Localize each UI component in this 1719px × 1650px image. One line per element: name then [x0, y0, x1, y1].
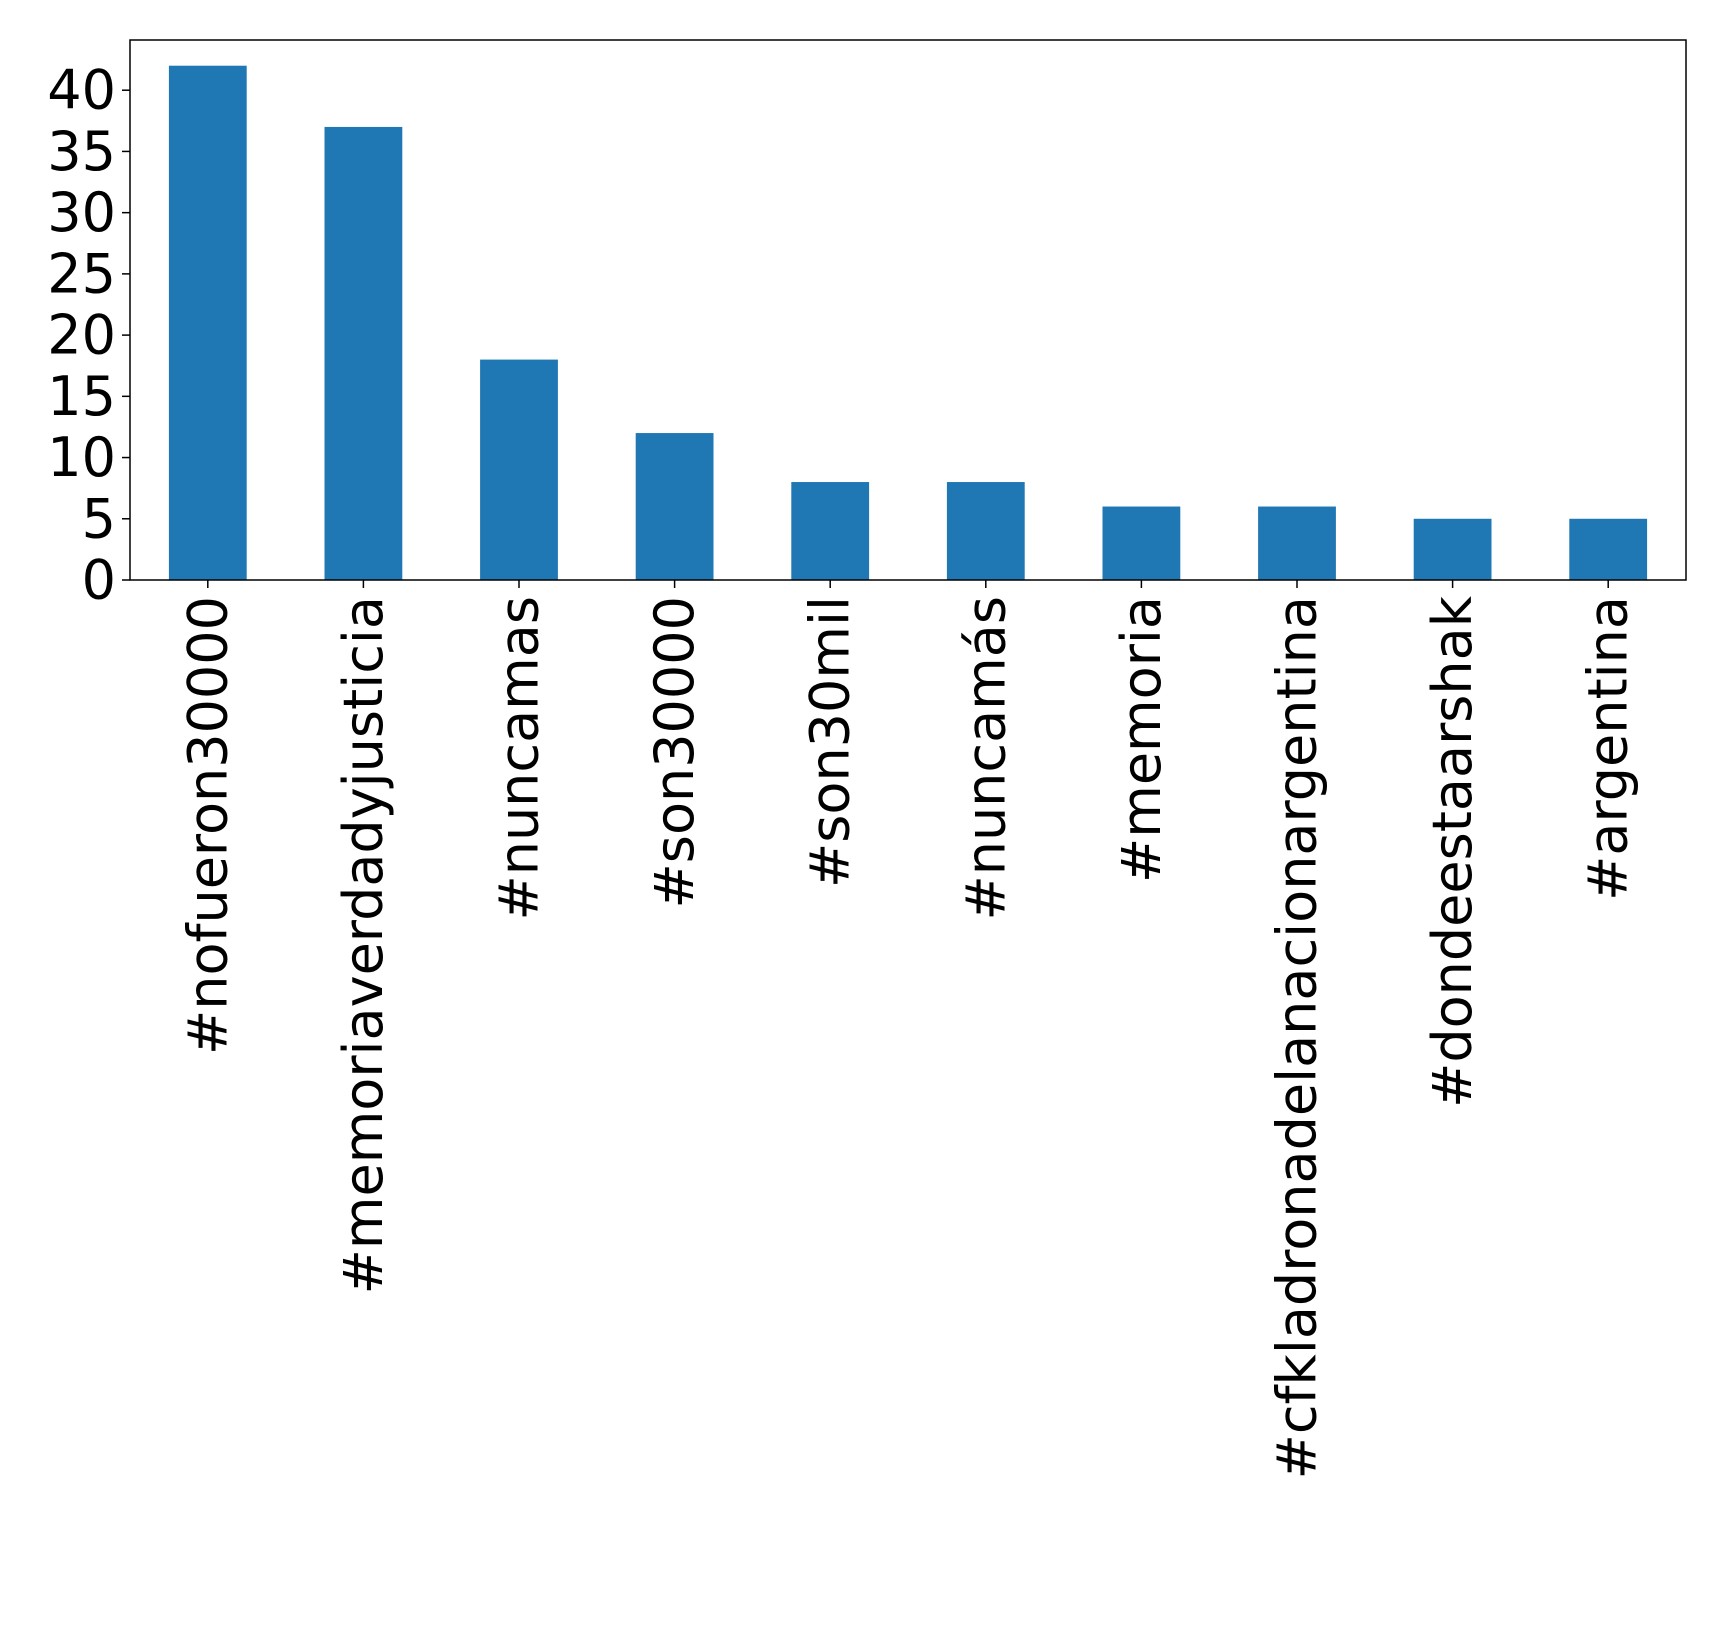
bar-7 [1258, 506, 1336, 580]
y-tick-label: 15 [47, 365, 116, 428]
y-tick-label: 0 [82, 549, 116, 612]
x-tick-label: #argentina [1577, 596, 1640, 901]
y-tick-label: 30 [47, 181, 116, 244]
x-tick-label: #memoriaverdadyjusticia [332, 596, 395, 1294]
bar-2 [480, 359, 558, 580]
x-tick-label: #son30mil [799, 596, 862, 888]
y-tick-label: 5 [82, 487, 116, 550]
x-tick-label: #son30000 [643, 596, 706, 908]
x-tick-label: #memoria [1110, 596, 1173, 883]
x-tick-label: #nuncamás [954, 596, 1017, 921]
x-tick-label: #nuncamas [488, 596, 551, 921]
y-tick-label: 25 [47, 242, 116, 305]
x-tick-label: #cfkladronadelanacionargentina [1266, 596, 1329, 1479]
bar-4 [791, 482, 870, 580]
y-tick-label: 40 [47, 59, 116, 122]
x-axis-ticks: #nofueron30000 #memoriaverdadyjusticia #nu… [176, 580, 1640, 1479]
x-tick-label: #dondeestaarshak [1421, 595, 1484, 1108]
y-tick-label: 35 [47, 120, 116, 183]
bar-6 [1102, 506, 1181, 580]
bar-9 [1569, 518, 1648, 580]
bar-3 [635, 433, 714, 580]
y-tick-label: 20 [47, 304, 116, 367]
bar-5 [946, 482, 1025, 580]
plot-frame [129, 39, 1687, 581]
y-tick-label: 10 [47, 426, 116, 489]
x-tick-label: #nofueron30000 [176, 596, 239, 1055]
bar-1 [324, 126, 403, 580]
bar-8 [1413, 518, 1492, 580]
bar-0 [168, 65, 247, 580]
bars-group [168, 65, 1648, 580]
